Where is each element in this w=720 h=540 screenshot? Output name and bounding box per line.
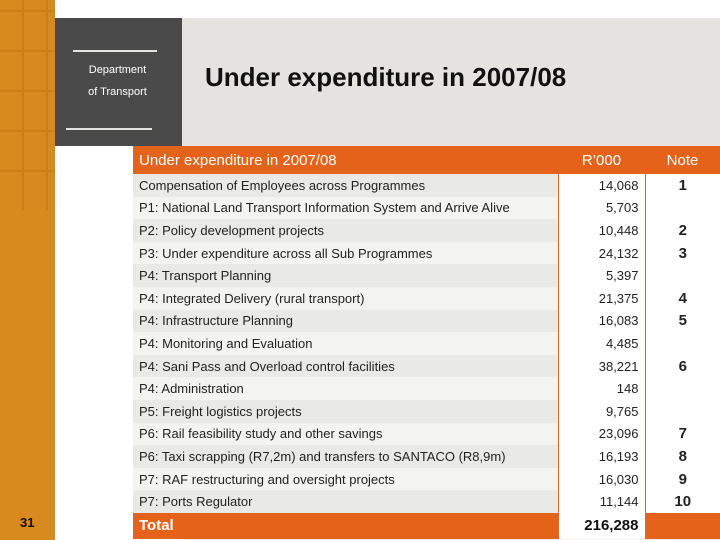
expenditure-table: Under expenditure in 2007/08 R’000 Note … xyxy=(133,146,720,539)
table-row: P4: Monitoring and Evaluation 4,485 xyxy=(133,332,720,355)
divider-top xyxy=(73,50,157,52)
row-amount-cell: 11,144 xyxy=(557,490,645,513)
row-name-cell: P4: Monitoring and Evaluation xyxy=(133,332,558,355)
row-amount-cell: 16,193 xyxy=(557,445,645,468)
table-row: P2: Policy development projects 10,448 2 xyxy=(133,219,720,242)
table-row: P4: Integrated Delivery (rural transport… xyxy=(133,286,720,310)
row-note-cell: 9 xyxy=(644,467,720,491)
row-name-cell: P5: Freight logistics projects xyxy=(133,399,558,423)
row-note-cell: 2 xyxy=(644,219,720,242)
row-note-cell: 3 xyxy=(644,241,720,265)
row-name-cell: P6: Taxi scrapping (R7,2m) and transfers… xyxy=(133,445,558,468)
total-note-cell xyxy=(644,512,720,539)
row-note-cell xyxy=(644,196,720,220)
row-name-cell: P1: National Land Transport Information … xyxy=(133,196,558,220)
table-header-row: Under expenditure in 2007/08 R’000 Note xyxy=(133,146,720,174)
row-name-cell: P4: Sani Pass and Overload control facil… xyxy=(133,354,558,378)
row-name-cell: P2: Policy development projects xyxy=(133,219,558,242)
row-amount-cell: 16,083 xyxy=(557,309,645,333)
column-header-amount: R’000 xyxy=(558,146,645,174)
table-row: P7: RAF restructuring and oversight proj… xyxy=(133,467,720,491)
table-row: P6: Rail feasibility study and other sav… xyxy=(133,422,720,446)
page-number: 31 xyxy=(20,515,35,530)
row-note-cell: 10 xyxy=(644,490,720,513)
row-name-cell: P4: Integrated Delivery (rural transport… xyxy=(133,286,558,310)
table-row: P1: National Land Transport Information … xyxy=(133,196,720,220)
row-name-cell: P4: Administration xyxy=(133,377,558,400)
table-row: P4: Sani Pass and Overload control facil… xyxy=(133,354,720,378)
header-dark-panel xyxy=(55,18,182,146)
row-note-cell xyxy=(644,332,720,355)
total-row: Total 216,288 xyxy=(133,512,720,539)
row-note-cell: 4 xyxy=(644,286,720,310)
row-amount-cell: 24,132 xyxy=(557,241,645,265)
row-name-cell: Compensation of Employees across Program… xyxy=(133,174,558,197)
header-light-panel xyxy=(182,18,720,146)
row-amount-cell: 38,221 xyxy=(557,354,645,378)
table-body: Compensation of Employees across Program… xyxy=(133,174,720,513)
row-name-cell: P7: RAF restructuring and oversight proj… xyxy=(133,467,558,491)
page-title: Under expenditure in 2007/08 xyxy=(205,62,567,92)
table-row: P5: Freight logistics projects 9,765 xyxy=(133,399,720,423)
department-label-line2: of Transport xyxy=(88,86,147,98)
row-amount-cell: 14,068 xyxy=(557,174,645,197)
row-name-cell: P7: Ports Regulator xyxy=(133,490,558,513)
row-name-cell: P4: Transport Planning xyxy=(133,264,558,287)
row-amount-cell: 23,096 xyxy=(557,422,645,446)
table-row: P4: Infrastructure Planning 16,083 5 xyxy=(133,309,720,333)
row-amount-cell: 16,030 xyxy=(557,467,645,491)
row-note-cell xyxy=(644,264,720,287)
row-note-cell xyxy=(644,399,720,423)
column-header-note: Note xyxy=(645,146,720,174)
row-amount-cell: 5,397 xyxy=(557,264,645,287)
stripe-pattern xyxy=(0,0,55,210)
row-amount-cell: 10,448 xyxy=(557,219,645,242)
row-name-cell: P6: Rail feasibility study and other sav… xyxy=(133,422,558,446)
row-note-cell: 6 xyxy=(644,354,720,378)
table-row: P3: Under expenditure across all Sub Pro… xyxy=(133,241,720,265)
row-name-cell: P4: Infrastructure Planning xyxy=(133,309,558,333)
column-header-item: Under expenditure in 2007/08 xyxy=(133,146,558,174)
row-name-cell: P3: Under expenditure across all Sub Pro… xyxy=(133,241,558,265)
divider-bottom xyxy=(66,128,152,130)
row-amount-cell: 9,765 xyxy=(557,399,645,423)
row-note-cell: 7 xyxy=(644,422,720,446)
row-note-cell: 5 xyxy=(644,309,720,333)
total-amount: 216,288 xyxy=(557,512,645,539)
table-row: P4: Transport Planning 5,397 xyxy=(133,264,720,287)
row-note-cell xyxy=(644,377,720,400)
row-amount-cell: 148 xyxy=(557,377,645,400)
table-row: P7: Ports Regulator 11,144 10 xyxy=(133,490,720,513)
department-label-line1: Department xyxy=(88,64,147,76)
row-note-cell: 1 xyxy=(644,174,720,197)
total-label: Total xyxy=(133,512,558,539)
row-amount-cell: 5,703 xyxy=(557,196,645,220)
table-row: Compensation of Employees across Program… xyxy=(133,174,720,197)
row-note-cell: 8 xyxy=(644,445,720,468)
table-row: P6: Taxi scrapping (R7,2m) and transfers… xyxy=(133,445,720,468)
table-row: P4: Administration 148 xyxy=(133,377,720,400)
row-amount-cell: 4,485 xyxy=(557,332,645,355)
row-amount-cell: 21,375 xyxy=(557,286,645,310)
